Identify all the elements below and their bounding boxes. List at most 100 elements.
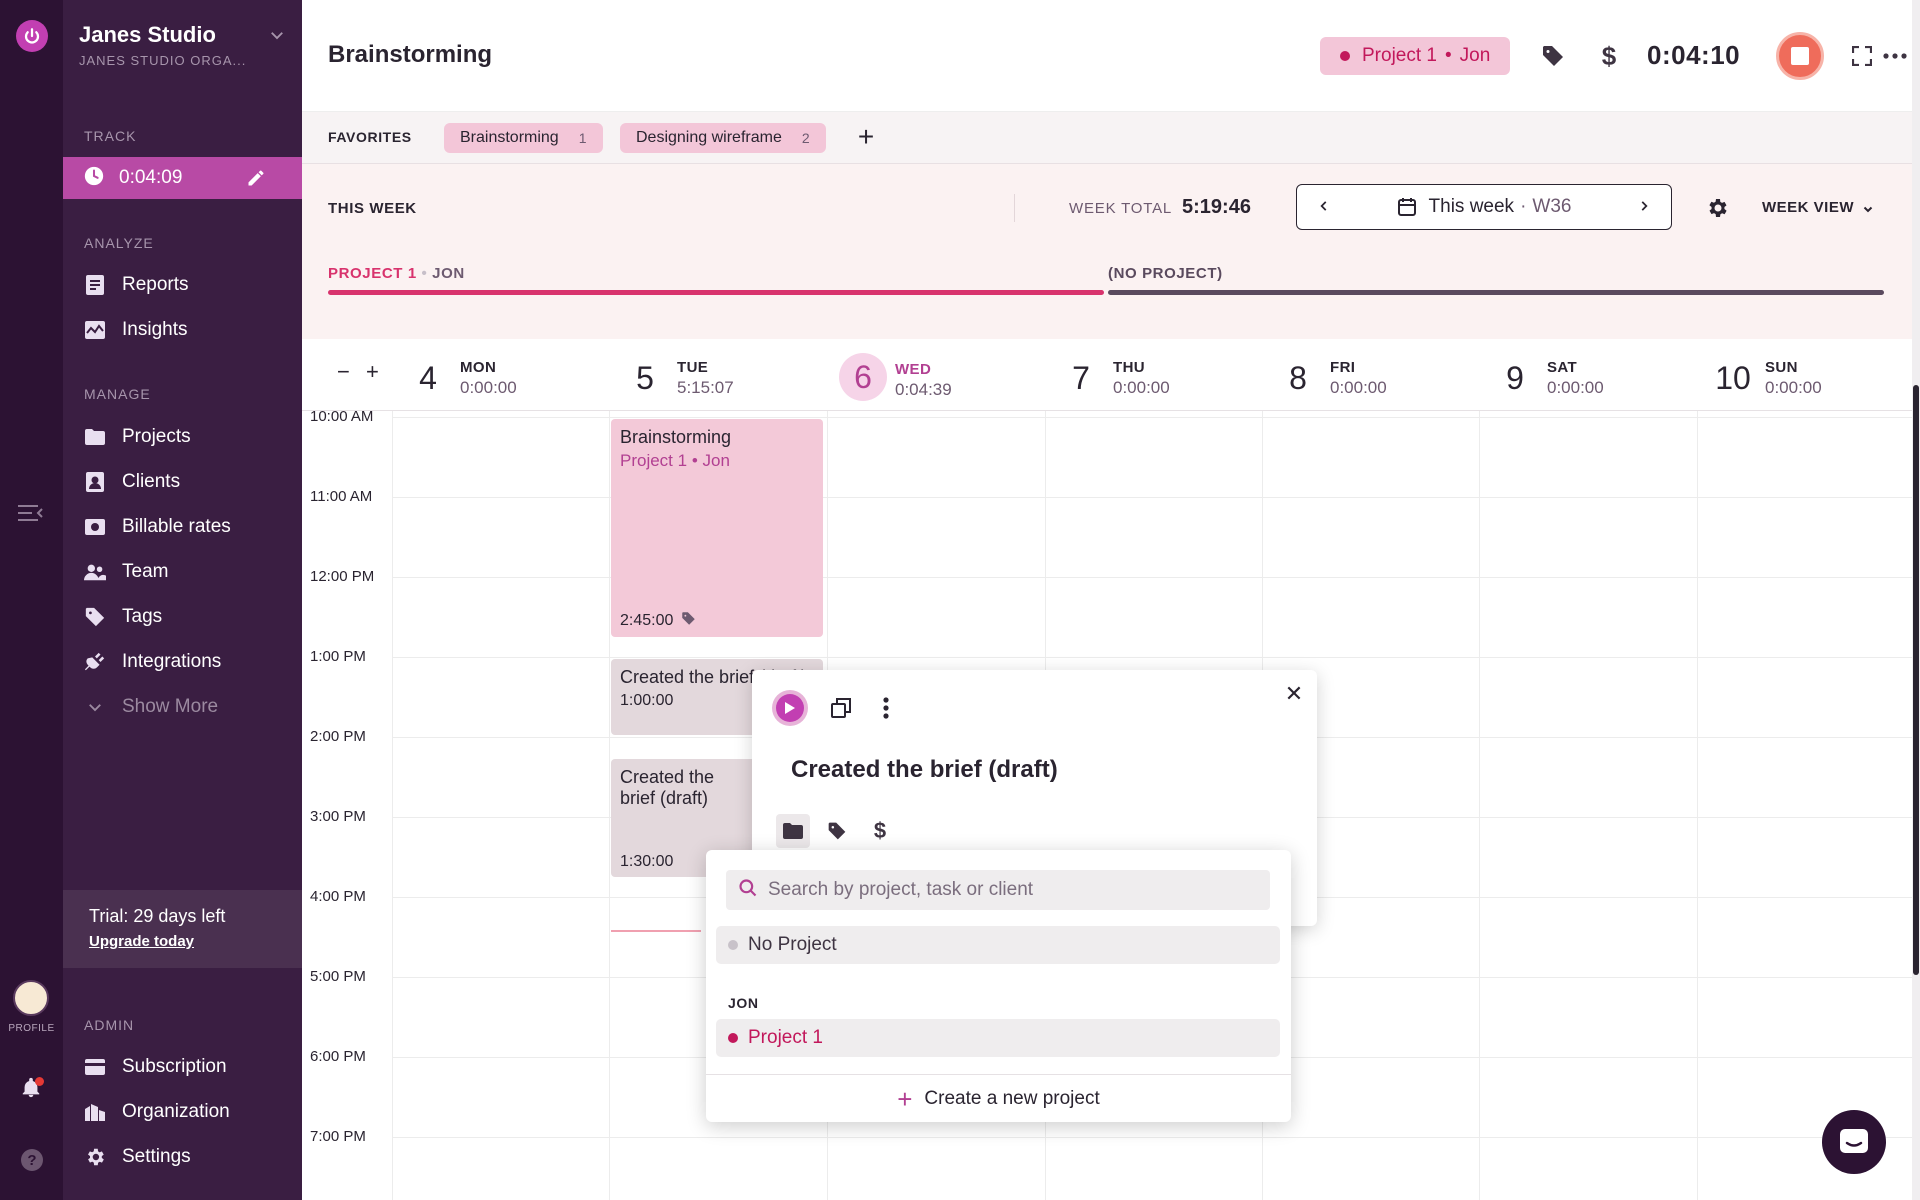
day-column-header[interactable]: 8 FRI 0:00:00 <box>1274 359 1387 398</box>
section-label-track: TRACK <box>84 128 137 144</box>
day-column-header[interactable]: 4 MON 0:00:00 <box>404 359 517 398</box>
trial-banner: Trial: 29 days left Upgrade today <box>63 890 302 968</box>
day-column-header[interactable]: 9 SAT 0:00:00 <box>1491 359 1604 398</box>
report-icon <box>84 274 106 296</box>
calendar-event[interactable]: Brainstorming Project 1 • Jon 2:45:00 <box>611 419 823 637</box>
day-name: THU <box>1113 359 1146 376</box>
entry-title[interactable]: Created the brief (draft) <box>791 756 1058 783</box>
sidebar-item-integrations[interactable]: Integrations <box>84 647 221 677</box>
dollar-icon[interactable]: $ <box>873 818 887 843</box>
show-more-label: Show More <box>122 696 219 717</box>
sidebar-item-label: Settings <box>122 1146 191 1167</box>
sidebar-item-label: Tags <box>122 606 163 627</box>
tag-icon <box>681 611 696 631</box>
event-project: Project 1 • Jon <box>620 451 730 470</box>
day-column-header[interactable]: 7 THU 0:00:00 <box>1057 359 1170 398</box>
grid-column-line <box>1697 411 1698 1200</box>
project-selector[interactable]: Project 1 • Jon <box>1320 37 1511 75</box>
sidebar-item-tags[interactable]: Tags <box>84 602 162 632</box>
project-option[interactable]: Project 1 <box>716 1019 1280 1057</box>
insights-icon <box>84 319 106 341</box>
sidebar-item-label: Insights <box>122 319 188 340</box>
project-breakdown-bar[interactable] <box>1108 290 1884 295</box>
chat-button[interactable] <box>1822 1110 1886 1174</box>
running-timer: 0:04:10 <box>1647 40 1741 70</box>
favorites-label: FAVORITES <box>328 129 412 145</box>
sidebar-item-reports[interactable]: Reports <box>84 270 189 300</box>
sidebar-item-billable-rates[interactable]: Billable rates <box>84 512 231 542</box>
event-duration: 2:45:00 <box>620 612 674 629</box>
show-more-button[interactable]: Show More <box>84 692 218 722</box>
sidebar-item-team[interactable]: Team <box>84 557 168 587</box>
scrollbar-thumb[interactable] <box>1913 385 1919 975</box>
project-breakdown-bar[interactable] <box>328 290 1104 295</box>
power-icon[interactable] <box>16 20 48 52</box>
chevron-down-icon[interactable] <box>268 26 286 44</box>
favorite-chip[interactable]: Designing wireframe 2 <box>620 123 826 153</box>
more-options-icon[interactable] <box>1882 43 1908 69</box>
sidebar-item-label: Reports <box>122 274 189 295</box>
project-breakdown-label: PROJECT 1 • JON <box>328 265 465 282</box>
expand-sidebar-icon[interactable] <box>16 502 44 524</box>
pencil-icon[interactable] <box>246 168 266 188</box>
chevron-right-icon[interactable] <box>1633 195 1655 217</box>
folder-icon[interactable] <box>776 814 810 848</box>
add-favorite-button[interactable]: + <box>857 121 875 152</box>
favorite-chip[interactable]: Brainstorming 1 <box>444 123 603 153</box>
project-breakdown-name: PROJECT 1 <box>328 265 417 282</box>
avatar[interactable] <box>13 980 49 1016</box>
sidebar-item-projects[interactable]: Projects <box>84 422 191 452</box>
zoom-out-button[interactable]: − <box>337 359 350 384</box>
page-title[interactable]: Brainstorming <box>328 41 493 68</box>
help-icon[interactable]: ? <box>21 1149 43 1171</box>
sidebar-item-track[interactable]: 0:04:09 <box>63 157 302 199</box>
zoom-in-button[interactable]: + <box>365 359 379 384</box>
gear-icon[interactable] <box>1705 196 1729 220</box>
create-project-button[interactable]: + Create a new project <box>706 1076 1291 1122</box>
close-icon[interactable]: ✕ <box>1284 681 1304 706</box>
sidebar: Janes Studio JANES STUDIO ORGA... TRACK … <box>63 0 302 1200</box>
play-button[interactable] <box>772 690 808 726</box>
stop-icon <box>1791 47 1809 65</box>
day-total: 0:00:00 <box>1330 378 1387 397</box>
chevron-left-icon[interactable] <box>1313 195 1335 217</box>
stop-timer-button[interactable] <box>1776 32 1824 80</box>
current-time-line <box>611 930 701 932</box>
contact-icon <box>84 471 106 493</box>
dollar-icon[interactable]: $ <box>1601 40 1617 71</box>
track-time: 0:04:09 <box>119 167 183 188</box>
calendar-icon <box>1397 197 1417 217</box>
sidebar-item-subscription[interactable]: Subscription <box>84 1052 227 1082</box>
duplicate-icon[interactable] <box>828 695 854 721</box>
app-rail: PROFILE ? <box>0 0 63 1200</box>
week-view-dropdown[interactable]: WEEK VIEW <box>1762 199 1874 216</box>
no-project-option[interactable]: No Project <box>716 926 1280 964</box>
time-label: 12:00 PM <box>310 568 375 585</box>
this-week-label: THIS WEEK <box>328 200 417 217</box>
grid-hour-line <box>392 497 1912 498</box>
search-input[interactable] <box>768 879 1248 901</box>
grid-column-line <box>392 411 393 1200</box>
favorite-label: Brainstorming <box>460 129 559 146</box>
upgrade-link[interactable]: Upgrade today <box>89 933 195 950</box>
sidebar-item-settings[interactable]: Settings <box>84 1142 191 1172</box>
day-column-header[interactable]: 10 SUN 0:00:00 <box>1709 359 1822 398</box>
org-switcher[interactable]: Janes Studio JANES STUDIO ORGA... <box>79 22 289 68</box>
sidebar-item-label: Clients <box>122 471 181 492</box>
tag-icon[interactable] <box>820 814 854 848</box>
day-info: THU 0:00:00 <box>1113 359 1170 398</box>
chat-icon <box>1840 1129 1868 1153</box>
sidebar-item-organization[interactable]: Organization <box>84 1097 230 1127</box>
week-range-label[interactable]: This week <box>1428 196 1515 217</box>
sidebar-item-insights[interactable]: Insights <box>84 315 187 345</box>
client-name: Jon <box>1459 45 1491 66</box>
tag-icon[interactable] <box>1540 43 1566 69</box>
plus-icon: + <box>897 1084 913 1114</box>
fullscreen-icon[interactable] <box>1849 43 1875 69</box>
sidebar-item-label: Subscription <box>122 1056 227 1077</box>
sidebar-item-clients[interactable]: Clients <box>84 467 180 497</box>
day-column-header[interactable]: 6 WED 0:04:39 <box>839 353 952 401</box>
event-client-name: Jon <box>702 451 730 470</box>
day-column-header[interactable]: 5 TUE 5:15:07 <box>621 359 734 398</box>
more-vertical-icon[interactable] <box>873 695 899 721</box>
